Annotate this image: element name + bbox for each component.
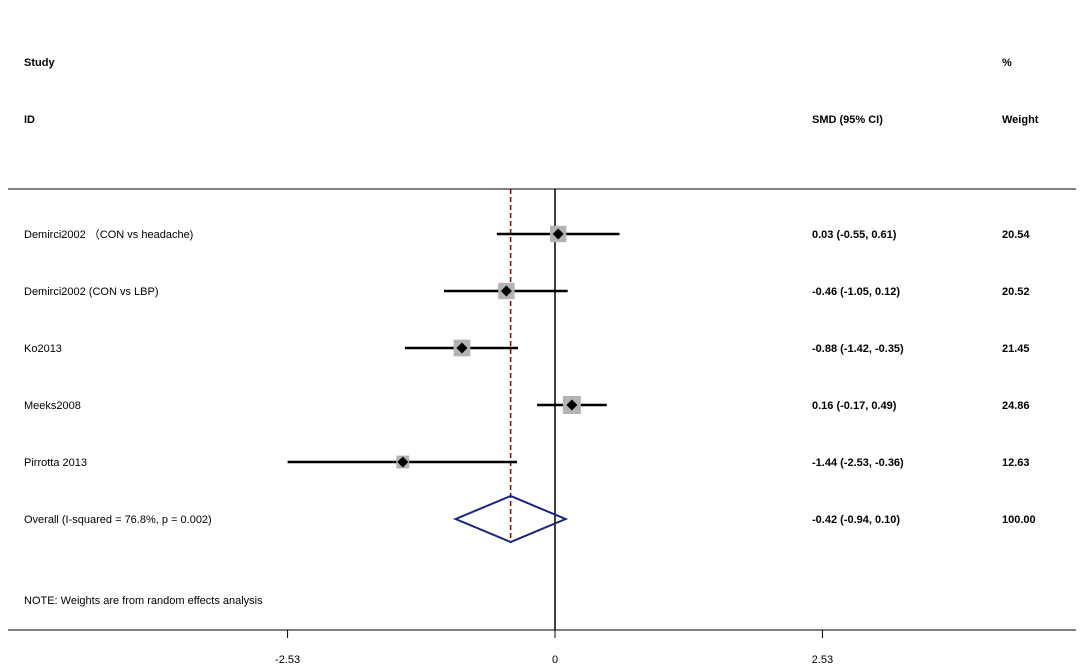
header-smd: SMD (95% CI) (812, 114, 883, 126)
footnote: NOTE: Weights are from random effects an… (24, 595, 263, 607)
study-point-estimate (566, 399, 578, 411)
study-weight-text: 20.52 (1002, 286, 1030, 298)
study-ci-text: 0.16 (-0.17, 0.49) (812, 400, 897, 412)
study-point-estimate (397, 456, 409, 468)
study-label: Demirci2002 （CON vs headache) (24, 228, 193, 241)
rows-group: Demirci2002 （CON vs headache) 0.03 (-0.55… (24, 189, 1036, 630)
study-ci-text: -0.46 (-1.05, 0.12) (812, 286, 900, 298)
study-weight-text: 12.63 (1002, 457, 1030, 469)
x-axis: -2.53 0 2.53 (8, 629, 1076, 666)
x-tick-label: 0 (552, 654, 558, 666)
x-tick-label: -2.53 (275, 654, 300, 666)
study-weight-text: 21.45 (1002, 343, 1030, 355)
study-weight-text: 20.54 (1002, 229, 1030, 241)
header-study: Study (24, 57, 55, 69)
study-label: Meeks2008 (24, 400, 81, 412)
study-weight-text: 24.86 (1002, 400, 1030, 412)
study-label: Ko2013 (24, 343, 62, 355)
study-label: Pirrotta 2013 (24, 457, 87, 469)
overall-ci-text: -0.42 (-0.94, 0.10) (812, 514, 900, 526)
overall-weight-text: 100.00 (1002, 514, 1036, 526)
study-ci-text: -1.44 (-2.53, -0.36) (812, 457, 904, 469)
study-ci-text: -0.88 (-1.42, -0.35) (812, 343, 904, 355)
header-weight: Weight (1002, 114, 1039, 126)
x-tick-label: 2.53 (812, 654, 833, 666)
overall-label: Overall (I-squared = 76.8%, p = 0.002) (24, 514, 212, 526)
header-percent: % (1002, 57, 1012, 69)
header-id: ID (24, 114, 35, 126)
overall-diamond (453, 494, 569, 544)
study-label: Demirci2002 (CON vs LBP) (24, 286, 158, 298)
study-point-estimate (456, 342, 468, 354)
study-ci-text: 0.03 (-0.55, 0.61) (812, 229, 897, 241)
study-point-estimate (500, 285, 512, 297)
study-point-estimate (552, 228, 564, 240)
